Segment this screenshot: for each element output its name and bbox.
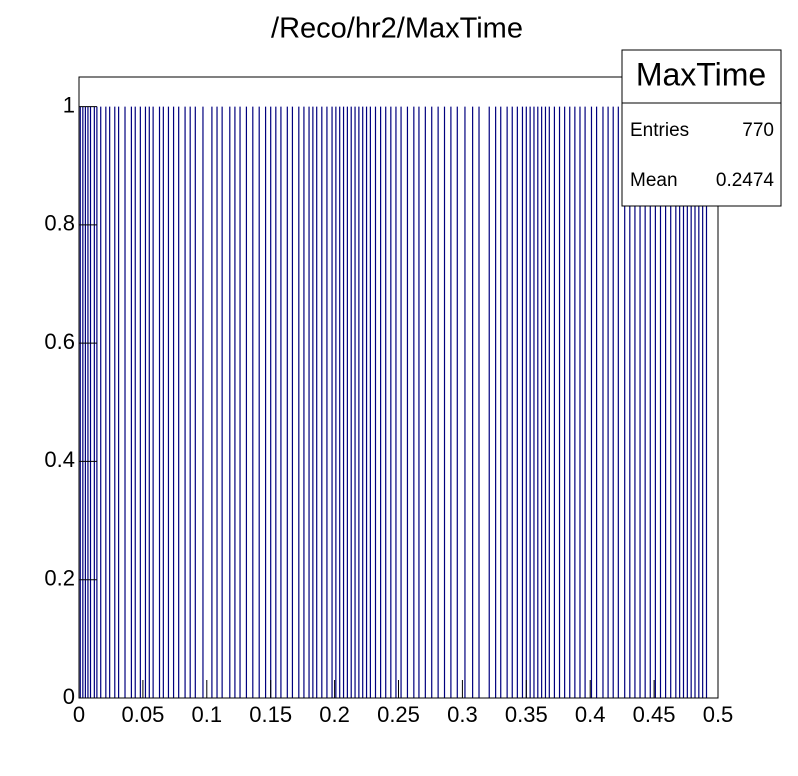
x-tick-label: 0.25: [377, 702, 420, 727]
stats-label: Entries: [630, 120, 689, 141]
stats-label: Mean: [630, 170, 678, 191]
x-tick-label: 0: [73, 702, 85, 727]
y-tick-label: 0.4: [44, 447, 75, 472]
x-tick-label: 0.3: [447, 702, 478, 727]
x-tick-label: 0.15: [249, 702, 292, 727]
x-tick-label: 0.05: [121, 702, 164, 727]
stats-value: 770: [742, 120, 774, 141]
x-tick-label: 0.35: [505, 702, 548, 727]
y-tick-label: 0.6: [44, 329, 75, 354]
y-tick-label: 0.8: [44, 211, 75, 236]
stats-frame: [621, 49, 782, 207]
x-tick-label: 0.45: [633, 702, 676, 727]
x-tick-label: 0.4: [575, 702, 606, 727]
x-tick-label: 0.5: [703, 702, 734, 727]
chart-title: /Reco/hr2/MaxTime: [271, 13, 523, 45]
y-tick-label: 0.2: [44, 566, 75, 591]
stats-value: 0.2474: [716, 170, 775, 191]
y-tick-label: 1: [63, 92, 75, 117]
y-tick-label: 0: [63, 684, 75, 709]
x-tick-label: 0.2: [319, 702, 350, 727]
plot-area: [79, 106, 708, 698]
x-tick-label: 0.1: [192, 702, 223, 727]
stats-box: MaxTime Entries 770 Mean 0.2474: [621, 49, 782, 207]
stats-title: MaxTime: [636, 56, 766, 92]
